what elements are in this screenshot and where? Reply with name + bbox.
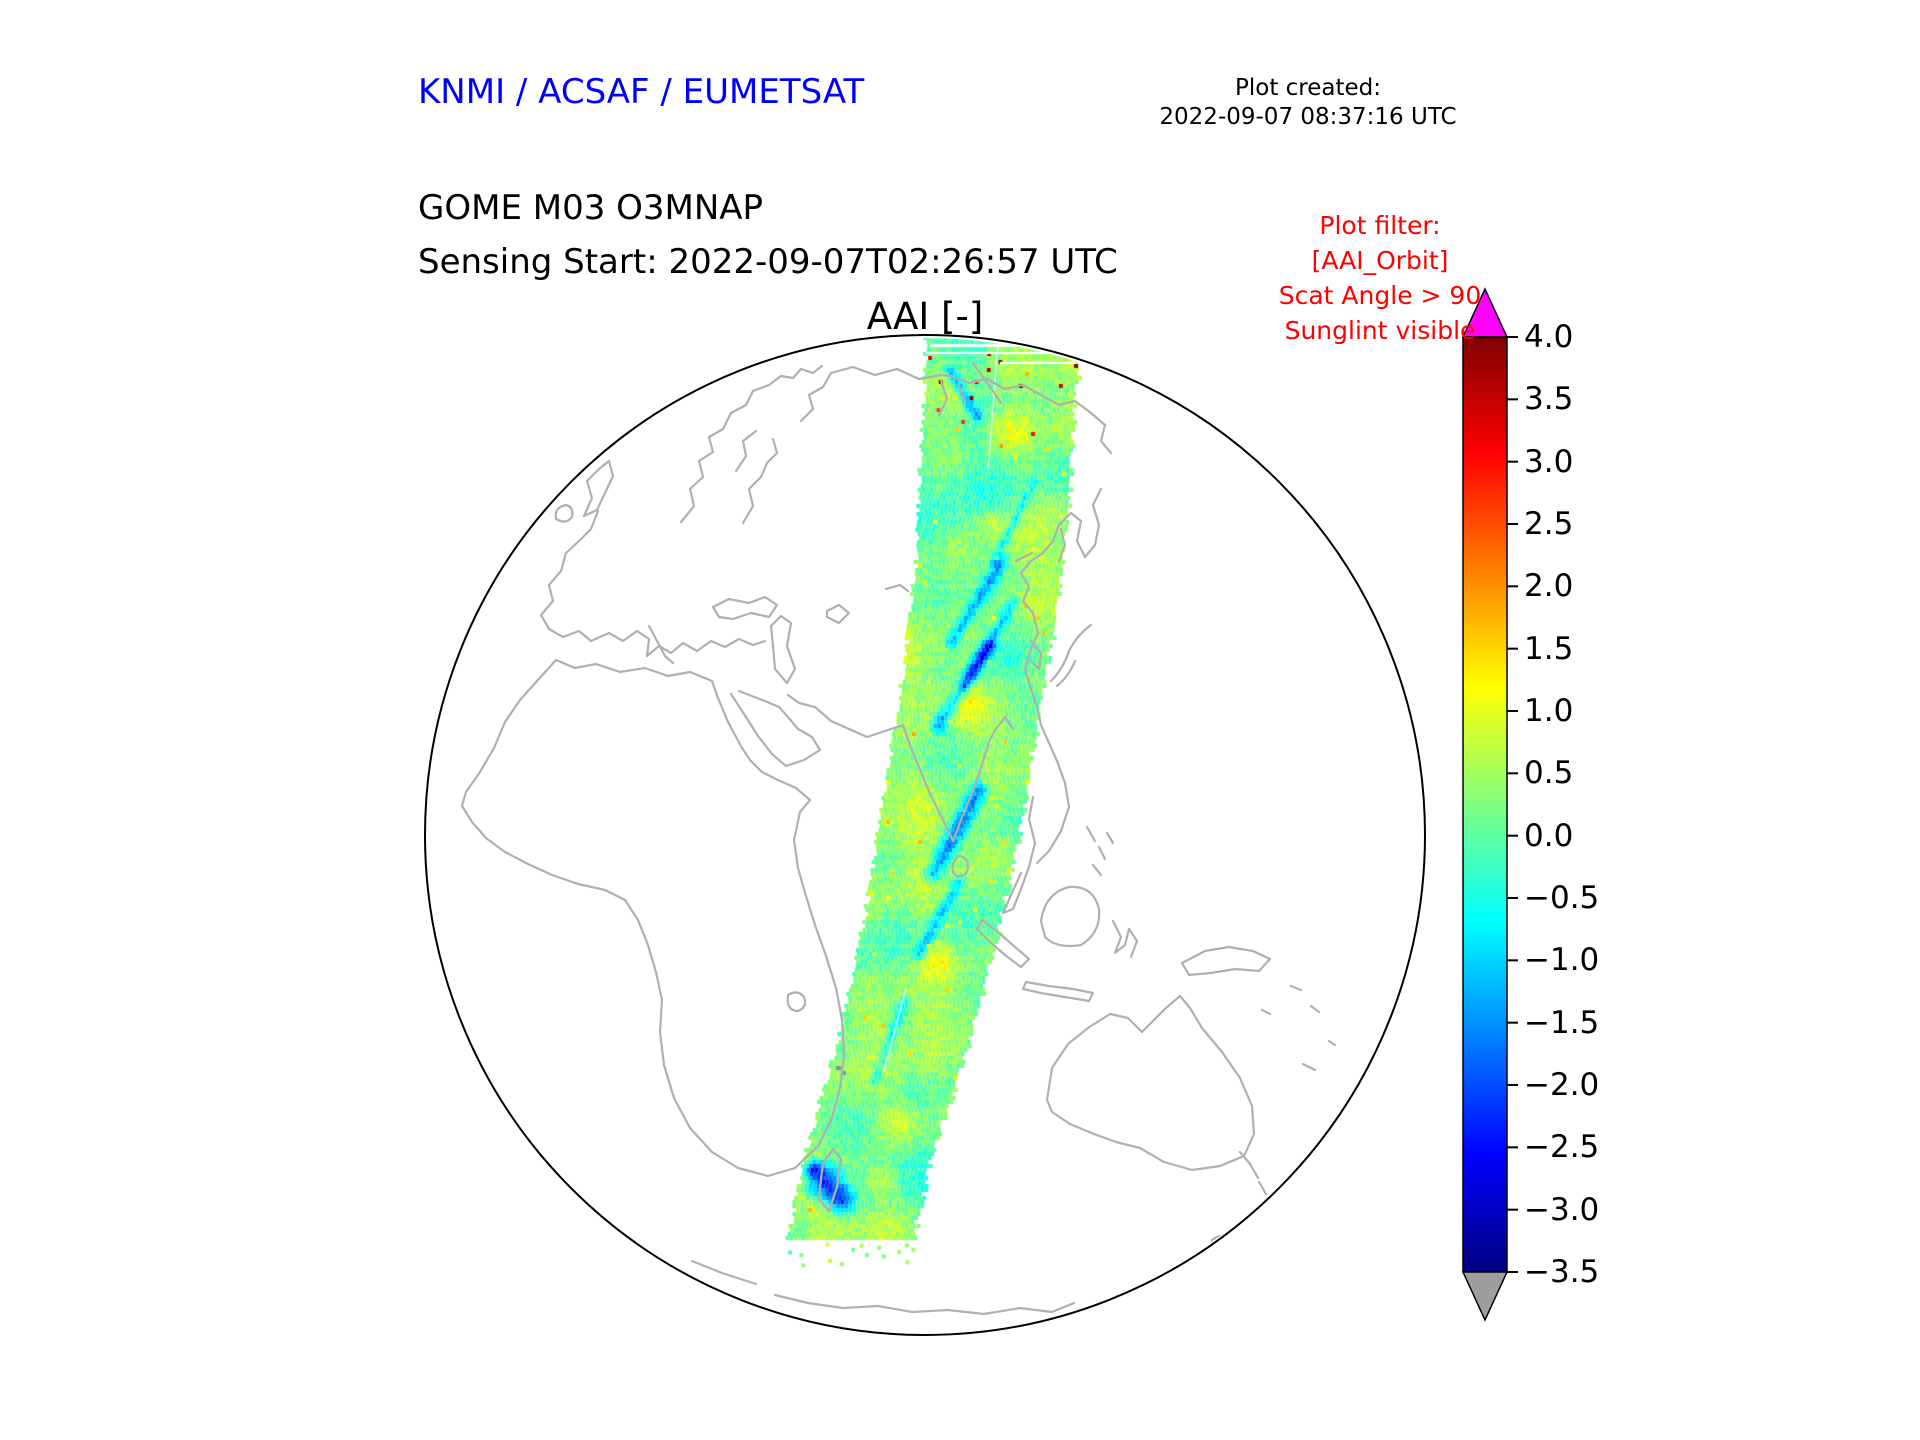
- coastline: [901, 715, 1015, 843]
- coastline: [1180, 945, 1272, 977]
- coastline: [589, 629, 767, 658]
- coastline: [1111, 919, 1139, 959]
- coastline: [971, 361, 1003, 405]
- colorbar-tick-label: 1.5: [1524, 630, 1574, 667]
- colorbar-gradient: [1462, 336, 1508, 1273]
- plot-filter-note: Plot filter: [AAI_Orbit] Scat Angle > 90…: [1225, 208, 1535, 348]
- coastline: [582, 459, 615, 518]
- coastline: [825, 603, 851, 625]
- coastline: [734, 429, 758, 473]
- map-title: AAI [-]: [866, 295, 984, 338]
- filter-line-1: Plot filter:: [1319, 211, 1441, 240]
- coastline: [1001, 795, 1037, 915]
- coastline: [460, 658, 846, 1178]
- colorbar-tick-label: −1.5: [1524, 1004, 1600, 1041]
- coastline: [554, 503, 574, 523]
- colorbar-tick-label: −2.5: [1524, 1129, 1600, 1166]
- colorbar-tick-label: 2.5: [1524, 506, 1574, 542]
- coastline: [786, 693, 905, 739]
- coastline: [937, 379, 967, 417]
- coastline: [884, 583, 910, 593]
- coastline: [1039, 885, 1101, 948]
- coastline: [1014, 551, 1034, 563]
- coastline: [773, 1293, 1076, 1316]
- agency-title: KNMI / ACSAF / EUMETSAT: [418, 72, 865, 112]
- colorbar-tick-label: −3.0: [1524, 1191, 1600, 1228]
- colorbar-tick-label: −3.5: [1524, 1254, 1600, 1290]
- coastline: [1029, 639, 1043, 671]
- coastline: [799, 371, 833, 423]
- filter-line-3: Scat Angle > 90: [1278, 281, 1482, 310]
- product-title: GOME M03 O3MNAP: [418, 188, 764, 228]
- plot-created-label: Plot created:: [1234, 75, 1382, 101]
- globe-outline: [424, 334, 1426, 1336]
- coastline: [1041, 487, 1103, 563]
- coastline: [817, 1147, 843, 1213]
- coastline: [1019, 551, 1045, 709]
- colorbar-under-arrow: [1461, 1271, 1509, 1322]
- plot-created-block: Plot created: 2022-09-07 08:37:16 UTC: [1158, 74, 1458, 132]
- coastline: [679, 364, 824, 524]
- coastline: [729, 689, 822, 768]
- coastline: [1085, 825, 1115, 877]
- coastline: [690, 1259, 758, 1286]
- coastline: [711, 595, 779, 621]
- coastline: [741, 437, 779, 525]
- filter-line-4: Sunglint visible: [1284, 316, 1476, 345]
- filter-line-2: [AAI_Orbit]: [1311, 246, 1449, 275]
- coastline: [1045, 994, 1256, 1172]
- coastlines: [460, 361, 1337, 1316]
- colorbar-tick-label: 0.0: [1524, 817, 1574, 854]
- colorbar: [1461, 287, 1518, 1322]
- colorbar-tick-label: 1.0: [1524, 693, 1574, 729]
- coastline: [1260, 984, 1337, 1072]
- colorbar-tick-label: 3.0: [1524, 443, 1574, 480]
- colorbar-tick-label: −1.0: [1524, 942, 1600, 979]
- coastline: [975, 918, 1031, 969]
- coastline: [949, 374, 1113, 455]
- sensing-start: Sensing Start: 2022-09-07T02:26:57 UTC: [418, 242, 1118, 282]
- colorbar-tick-label: 3.5: [1524, 381, 1574, 418]
- coastline: [1049, 623, 1093, 688]
- coastline: [530, 403, 559, 422]
- coastline: [1238, 1150, 1268, 1196]
- coastline: [786, 991, 807, 1013]
- coastline: [769, 614, 797, 685]
- coastline: [1021, 980, 1095, 1003]
- colorbar-tick-label: −0.5: [1524, 880, 1600, 916]
- coastline: [951, 854, 970, 878]
- colorbar-tick-label: −2.0: [1524, 1067, 1600, 1103]
- colorbar-tickmarks: [1507, 336, 1518, 1273]
- colorbar-tick-label: 4.0: [1524, 319, 1574, 355]
- plot-created-timestamp: 2022-09-07 08:37:16 UTC: [1159, 104, 1457, 130]
- coastline: [539, 509, 600, 643]
- colorbar-tick-label: 2.0: [1524, 568, 1574, 605]
- coastline: [829, 365, 953, 381]
- colorbar-tick-label: 0.5: [1524, 755, 1574, 792]
- coastline: [647, 624, 675, 665]
- coastline: [1035, 705, 1071, 865]
